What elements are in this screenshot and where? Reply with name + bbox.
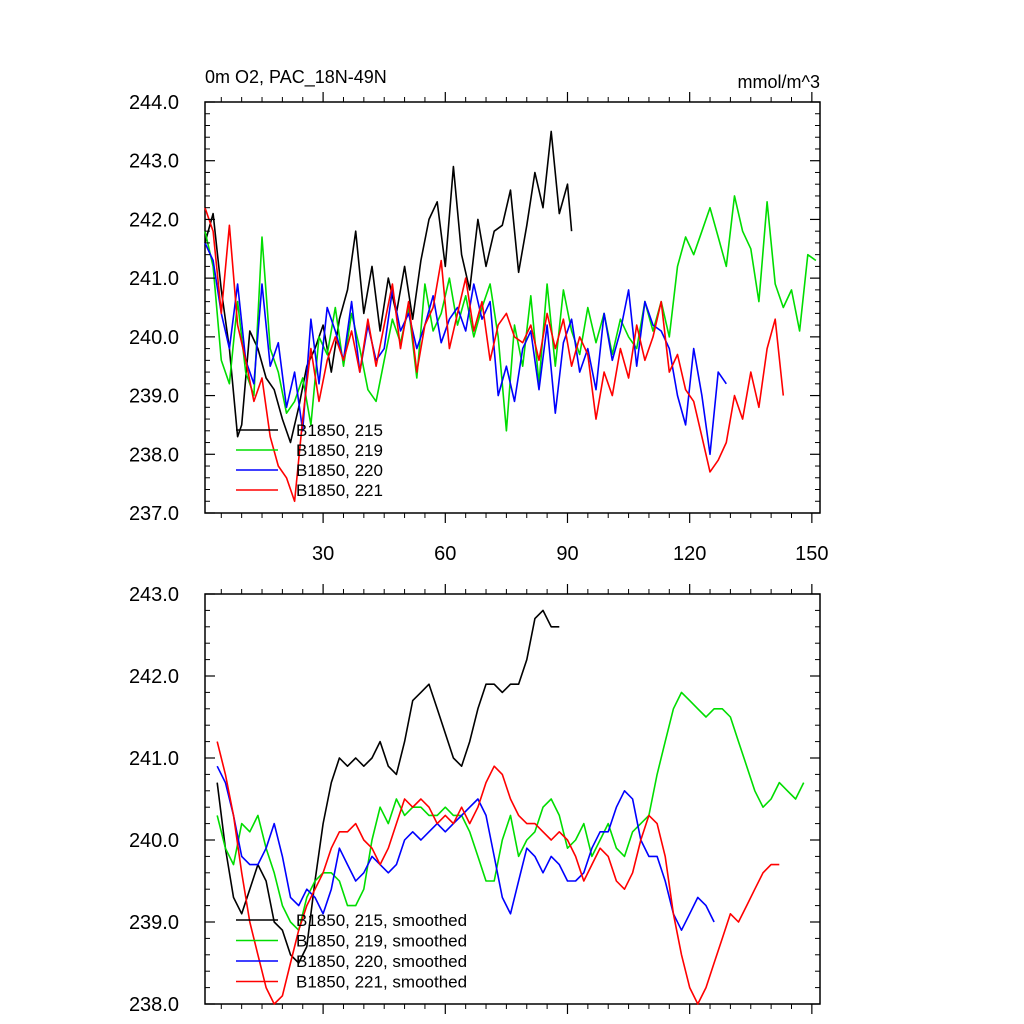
bottom-panel-legend: B1850, 215, smoothed B1850, 219, smoothed… (236, 911, 467, 992)
bottom-panel-frame (204, 593, 821, 1005)
y-tick-label: 241.0 (129, 268, 179, 290)
series-line-2 (204, 195, 817, 432)
bottom-panel-series-lines (216, 609, 805, 1005)
top-panel-axis-ticks: 237.0 238.0 239.0 240.0 241.0 242.0 243.0 244.0… (129, 92, 829, 565)
top-panel-title: 0m O2, PAC_18N-49N (205, 67, 387, 88)
series-line-1 (216, 609, 560, 964)
legend-label-4: B1850, 221 (296, 481, 383, 500)
series-line-4 (204, 207, 785, 503)
y-tick-label: 238.0 (129, 994, 179, 1016)
series-line-3 (216, 765, 715, 931)
y-tick-label: 239.0 (129, 912, 179, 934)
series-line-4 (216, 741, 780, 1005)
x-tick-label: 150 (795, 543, 828, 565)
top-panel-series-lines (204, 130, 817, 503)
series-line-2 (216, 691, 805, 931)
y-tick-label: 237.0 (129, 503, 179, 525)
y-tick-label: 243.0 (129, 151, 179, 173)
series-line-3 (204, 242, 727, 456)
y-tick-label: 244.0 (129, 92, 179, 114)
legend-label-2: B1850, 219, smoothed (296, 932, 467, 951)
y-tick-label: 240.0 (129, 830, 179, 852)
legend-label-1: B1850, 215 (296, 421, 383, 440)
legend-label-1: B1850, 215, smoothed (296, 911, 467, 930)
y-tick-label: 242.0 (129, 209, 179, 231)
legend-label-2: B1850, 219 (296, 441, 383, 460)
x-tick-label: 30 (312, 543, 334, 565)
bottom-panel-axis-ticks: 238.0 239.0 240.0 241.0 242.0 243.0 (129, 584, 820, 1016)
x-tick-label: 90 (556, 543, 578, 565)
y-tick-label: 239.0 (129, 386, 179, 408)
y-tick-label: 238.0 (129, 444, 179, 466)
y-tick-label: 240.0 (129, 327, 179, 349)
top-panel-timeseries: 0m O2, PAC_18N-49N mmol/m^3 237.0238.023… (129, 67, 829, 565)
top-panel-units: mmol/m^3 (738, 72, 820, 92)
y-tick-label: 242.0 (129, 666, 179, 688)
legend-label-3: B1850, 220, smoothed (296, 952, 467, 971)
x-tick-label: 60 (434, 543, 456, 565)
legend-label-3: B1850, 220 (296, 461, 383, 480)
series-line-1 (204, 130, 573, 444)
y-tick-label: 241.0 (129, 748, 179, 770)
legend-label-4: B1850, 221, smoothed (296, 973, 467, 992)
top-panel-frame (204, 101, 821, 514)
y-tick-label: 243.0 (129, 584, 179, 606)
bottom-panel-smoothed: 238.0 239.0 240.0 241.0 242.0 243.0 B1850, 21… (129, 584, 821, 1016)
x-tick-label: 120 (673, 543, 706, 565)
